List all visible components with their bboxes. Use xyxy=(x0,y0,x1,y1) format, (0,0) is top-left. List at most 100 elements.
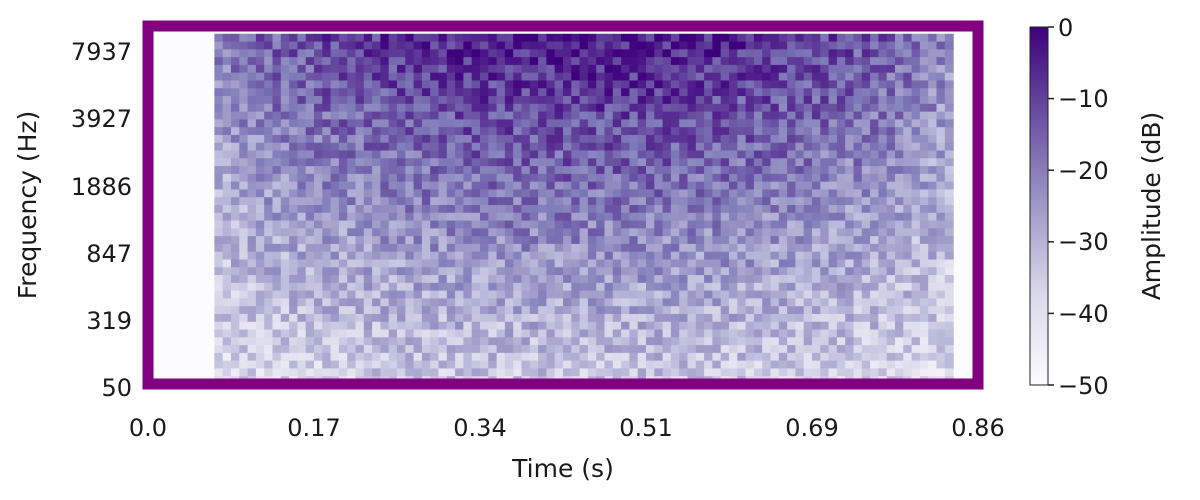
heatmap-cell xyxy=(778,251,788,261)
heatmap-cell xyxy=(795,72,805,82)
heatmap-cell xyxy=(745,88,755,97)
heatmap-cell xyxy=(679,212,689,222)
heatmap-cell xyxy=(463,220,473,229)
heatmap-cell xyxy=(787,158,796,167)
heatmap-cell xyxy=(737,134,747,144)
heatmap-cell xyxy=(695,337,705,346)
heatmap-cell xyxy=(845,321,855,331)
heatmap-cell xyxy=(239,57,249,66)
heatmap-cell xyxy=(471,103,481,113)
heatmap-cell xyxy=(621,111,630,120)
heatmap-cell xyxy=(455,337,464,346)
heatmap-cell xyxy=(944,49,954,58)
heatmap-cell xyxy=(762,150,772,159)
heatmap-cell xyxy=(355,158,365,167)
heatmap-cell xyxy=(554,150,564,159)
heatmap-cell xyxy=(679,275,689,284)
heatmap-cell xyxy=(762,142,772,152)
heatmap-cell xyxy=(753,64,763,74)
heatmap-cell xyxy=(919,329,929,338)
heatmap-cell xyxy=(596,158,606,167)
heatmap-cell xyxy=(388,181,398,191)
heatmap-cell xyxy=(231,158,240,167)
heatmap-cell xyxy=(687,306,697,315)
heatmap-cell xyxy=(753,127,763,136)
heatmap-cell xyxy=(753,49,763,58)
heatmap-cell xyxy=(338,127,348,136)
heatmap-cell xyxy=(438,49,448,58)
heatmap-cell xyxy=(828,251,838,261)
heatmap-cell xyxy=(612,243,622,253)
heatmap-cell xyxy=(729,290,738,299)
heatmap-cell xyxy=(596,259,606,268)
heatmap-cell xyxy=(314,228,323,237)
heatmap-cell xyxy=(231,150,240,159)
heatmap-cell xyxy=(828,33,838,43)
heatmap-cell xyxy=(587,189,597,198)
heatmap-cell xyxy=(297,313,307,323)
heatmap-cell xyxy=(720,49,730,58)
heatmap-cell xyxy=(330,290,340,299)
heatmap-cell xyxy=(662,368,672,377)
heatmap-cell xyxy=(239,313,249,323)
heatmap-cell xyxy=(629,150,639,159)
heatmap-cell xyxy=(803,41,813,50)
heatmap-cell xyxy=(612,236,622,245)
heatmap-cell xyxy=(646,290,655,299)
heatmap-cell xyxy=(712,267,722,276)
heatmap-cell xyxy=(903,275,913,284)
heatmap-cell xyxy=(712,290,722,299)
heatmap-cell xyxy=(695,41,705,50)
heatmap-cell xyxy=(330,72,340,82)
heatmap-cell xyxy=(338,236,348,245)
heatmap-cell xyxy=(787,243,796,253)
heatmap-cell xyxy=(289,158,298,167)
heatmap-cell xyxy=(471,329,481,338)
heatmap-cell xyxy=(513,134,523,144)
heatmap-cell xyxy=(289,96,298,105)
heatmap-cell xyxy=(388,282,398,292)
heatmap-cell xyxy=(289,197,298,206)
heatmap-cell xyxy=(463,111,473,120)
heatmap-cell xyxy=(820,236,830,245)
heatmap-cell xyxy=(496,142,506,152)
heatmap-cell xyxy=(845,220,855,229)
heatmap-cell xyxy=(305,321,315,331)
heatmap-cell xyxy=(430,41,440,50)
heatmap-cell xyxy=(729,166,738,175)
heatmap-cell xyxy=(828,298,838,307)
heatmap-cell xyxy=(504,96,514,105)
heatmap-cell xyxy=(355,360,365,370)
heatmap-cell xyxy=(770,236,780,245)
heatmap-cell xyxy=(803,345,813,354)
heatmap-cell xyxy=(745,243,755,253)
heatmap-cell xyxy=(264,337,274,346)
heatmap-cell xyxy=(662,80,672,89)
heatmap-cell xyxy=(314,142,323,152)
heatmap-cell xyxy=(264,282,274,292)
heatmap-cell xyxy=(363,251,373,261)
heatmap-cell xyxy=(787,41,796,50)
heatmap-cell xyxy=(712,197,722,206)
heatmap-cell xyxy=(604,72,614,82)
heatmap-cell xyxy=(521,251,531,261)
heatmap-cell xyxy=(604,142,614,152)
heatmap-cell xyxy=(662,189,672,198)
heatmap-cell xyxy=(729,103,738,113)
heatmap-cell xyxy=(297,103,307,113)
heatmap-cell xyxy=(571,158,581,167)
heatmap-cell xyxy=(438,267,448,276)
heatmap-cell xyxy=(289,119,298,128)
heatmap-cell xyxy=(546,197,556,206)
heatmap-cell xyxy=(944,127,954,136)
heatmap-cell xyxy=(878,282,888,292)
heatmap-cell xyxy=(338,142,348,152)
heatmap-cell xyxy=(629,119,639,128)
heatmap-cell xyxy=(621,142,630,152)
heatmap-cell xyxy=(911,290,921,299)
heatmap-cell xyxy=(629,352,639,362)
heatmap-cell xyxy=(430,181,440,191)
heatmap-cell xyxy=(646,267,655,276)
heatmap-cell xyxy=(480,111,489,120)
heatmap-cell xyxy=(828,220,838,229)
